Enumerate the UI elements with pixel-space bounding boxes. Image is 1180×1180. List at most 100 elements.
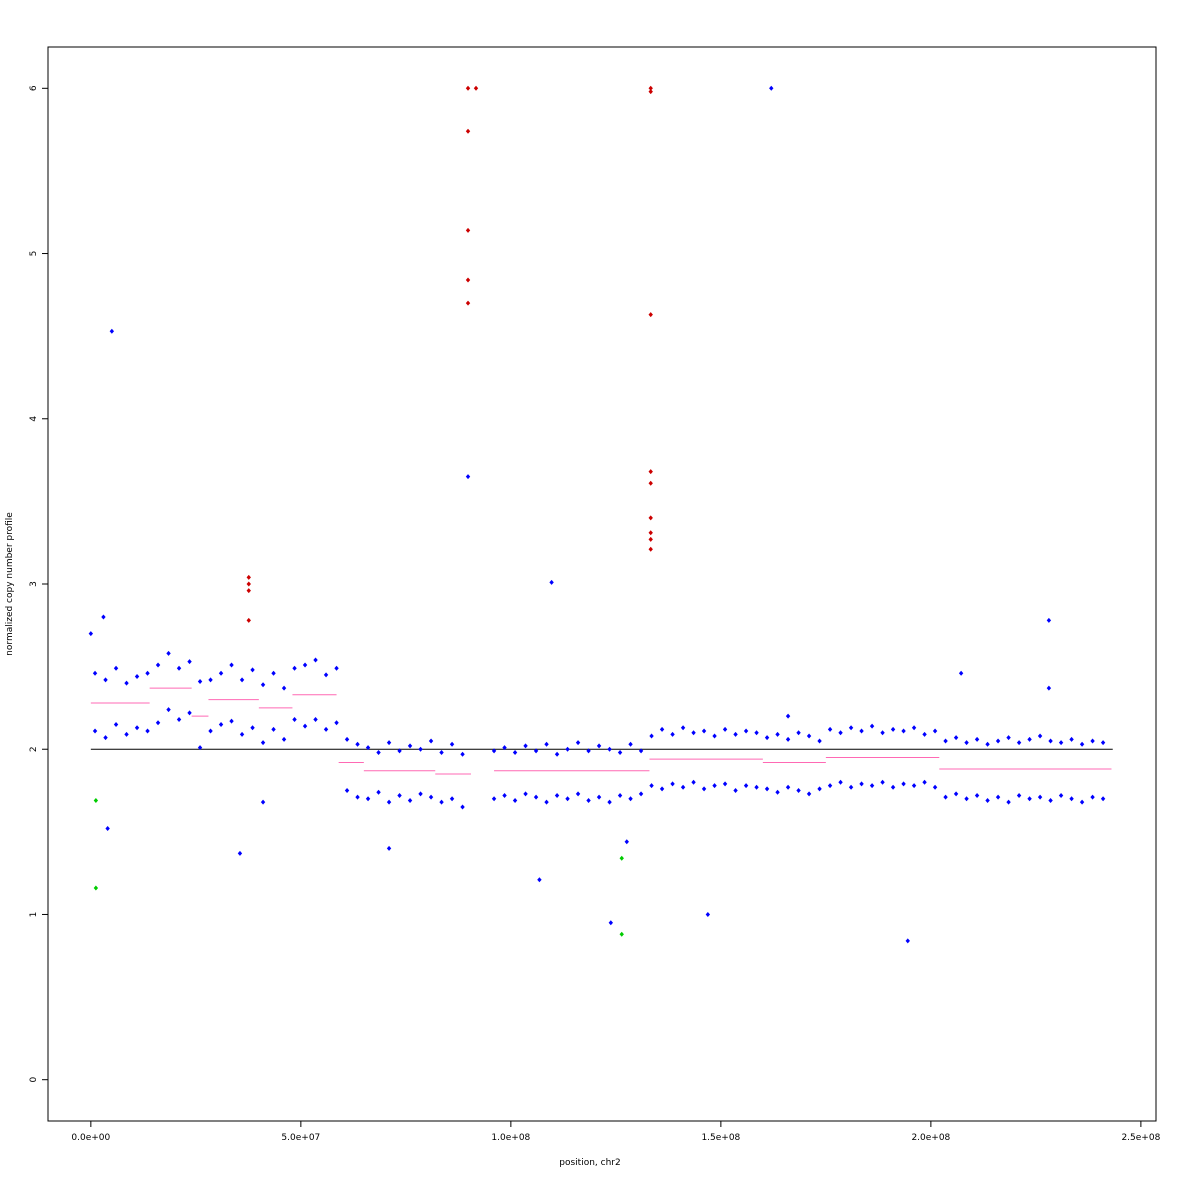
data-point — [166, 707, 171, 713]
data-point — [460, 804, 465, 810]
data-point — [964, 796, 969, 802]
y-tick-label: 3 — [29, 581, 39, 587]
data-point — [691, 779, 696, 785]
data-point — [93, 797, 99, 803]
data-point — [407, 797, 413, 803]
data-point — [1100, 796, 1106, 802]
data-point — [995, 738, 1001, 744]
data-point — [701, 728, 707, 734]
data-point — [638, 791, 644, 797]
data-point — [1006, 735, 1011, 741]
data-point — [712, 783, 717, 789]
data-point — [260, 740, 266, 746]
data-point — [376, 750, 381, 756]
data-point — [827, 783, 833, 789]
data-point — [134, 725, 140, 731]
data-point — [624, 839, 629, 845]
data-point — [638, 748, 644, 754]
data-point — [155, 720, 161, 726]
y-tick-label: 4 — [29, 416, 39, 422]
data-point — [386, 845, 392, 851]
data-point — [465, 277, 471, 283]
data-point — [617, 792, 623, 798]
data-point — [575, 740, 581, 746]
data-point — [449, 796, 455, 802]
data-point — [953, 735, 959, 741]
data-point — [775, 789, 780, 795]
data-point — [502, 745, 507, 751]
data-point — [964, 740, 969, 746]
data-point — [512, 797, 518, 803]
data-point — [428, 794, 434, 800]
data-point — [208, 677, 213, 683]
data-point — [101, 614, 106, 620]
data-point — [208, 728, 213, 734]
data-point — [197, 678, 203, 684]
data-point — [313, 716, 318, 722]
data-point — [237, 850, 243, 856]
x-axis-label: position, chr2 — [559, 1158, 620, 1168]
data-point — [764, 735, 770, 741]
data-point — [648, 312, 653, 318]
data-point — [911, 783, 917, 789]
data-point — [890, 784, 896, 790]
data-point — [974, 736, 980, 742]
data-point — [796, 730, 801, 736]
data-point — [785, 784, 791, 790]
data-point — [648, 536, 653, 542]
data-point — [670, 781, 675, 787]
data-point — [176, 716, 182, 722]
data-point — [554, 792, 560, 798]
y-tick-label: 1 — [29, 912, 39, 918]
data-point — [460, 751, 465, 757]
data-point — [769, 85, 774, 91]
data-point — [386, 799, 392, 805]
data-point — [260, 799, 266, 805]
data-point — [473, 85, 479, 91]
data-point — [176, 665, 182, 671]
data-point — [848, 784, 854, 790]
data-point — [260, 682, 266, 688]
data-point — [1027, 796, 1032, 802]
data-point — [229, 718, 234, 724]
data-point — [1037, 794, 1043, 800]
x-tick-label: 1.5e+08 — [701, 1133, 740, 1143]
data-point — [619, 855, 624, 861]
data-point — [302, 662, 308, 668]
data-point — [376, 789, 381, 795]
data-point — [659, 726, 665, 732]
data-point — [848, 725, 854, 731]
data-point — [187, 710, 192, 716]
data-point — [465, 227, 471, 233]
data-point — [218, 721, 224, 727]
data-point — [281, 736, 287, 742]
data-point — [922, 731, 927, 737]
data-point — [1079, 799, 1085, 805]
data-point — [701, 786, 707, 792]
data-point — [103, 677, 108, 683]
data-point — [554, 751, 560, 757]
data-point — [733, 731, 738, 737]
data-point — [596, 743, 602, 749]
data-point — [465, 85, 471, 91]
data-point — [281, 685, 287, 691]
data-point — [1037, 733, 1043, 739]
data-point — [250, 725, 255, 731]
data-point — [92, 728, 98, 734]
data-point — [754, 730, 759, 736]
data-point — [355, 741, 360, 747]
data-point — [648, 515, 653, 521]
x-tick-label: 2.0e+08 — [911, 1133, 950, 1143]
data-point — [1046, 617, 1052, 623]
data-point — [512, 750, 518, 756]
data-point — [722, 726, 728, 732]
data-point — [397, 792, 402, 798]
data-point — [246, 574, 251, 580]
data-point — [145, 728, 150, 734]
data-point — [407, 743, 413, 749]
data-point — [985, 741, 990, 747]
data-point — [88, 631, 94, 637]
data-point — [323, 672, 329, 678]
data-point — [105, 826, 110, 832]
